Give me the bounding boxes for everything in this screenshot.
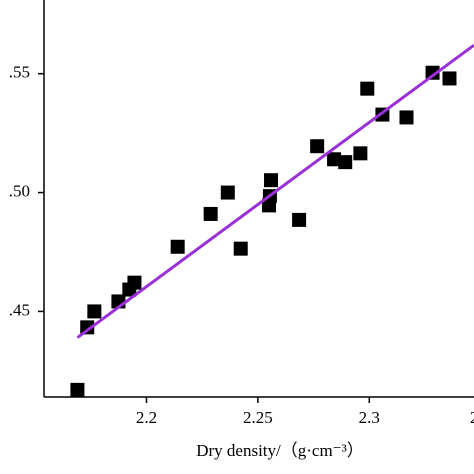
y-tick-label: .45 xyxy=(9,300,30,319)
data-point xyxy=(87,304,102,319)
data-point xyxy=(264,173,279,188)
data-point xyxy=(327,152,342,167)
data-point xyxy=(80,320,95,335)
x-tick-label: 2.25 xyxy=(243,408,273,427)
data-point xyxy=(338,155,353,170)
y-tick-label: .50 xyxy=(9,181,30,200)
data-point xyxy=(233,241,248,256)
data-point xyxy=(203,206,218,221)
x-tick-label: 2.3 xyxy=(470,408,474,427)
x-tick-label: 2.3 xyxy=(359,408,380,427)
data-point xyxy=(310,139,325,154)
x-axis-label: Dry density/（g·cm⁻³） xyxy=(196,441,364,460)
x-tick-label: 2.2 xyxy=(136,408,157,427)
data-point xyxy=(353,146,368,161)
data-point xyxy=(127,275,142,290)
data-point xyxy=(425,65,440,80)
y-tick-label: .55 xyxy=(9,63,30,82)
data-point xyxy=(360,81,375,96)
data-point xyxy=(70,382,85,397)
data-point xyxy=(442,71,457,86)
data-point xyxy=(220,185,235,200)
data-point xyxy=(399,110,414,125)
data-point xyxy=(292,212,307,227)
data-point xyxy=(170,239,185,254)
fit-line xyxy=(76,43,474,339)
